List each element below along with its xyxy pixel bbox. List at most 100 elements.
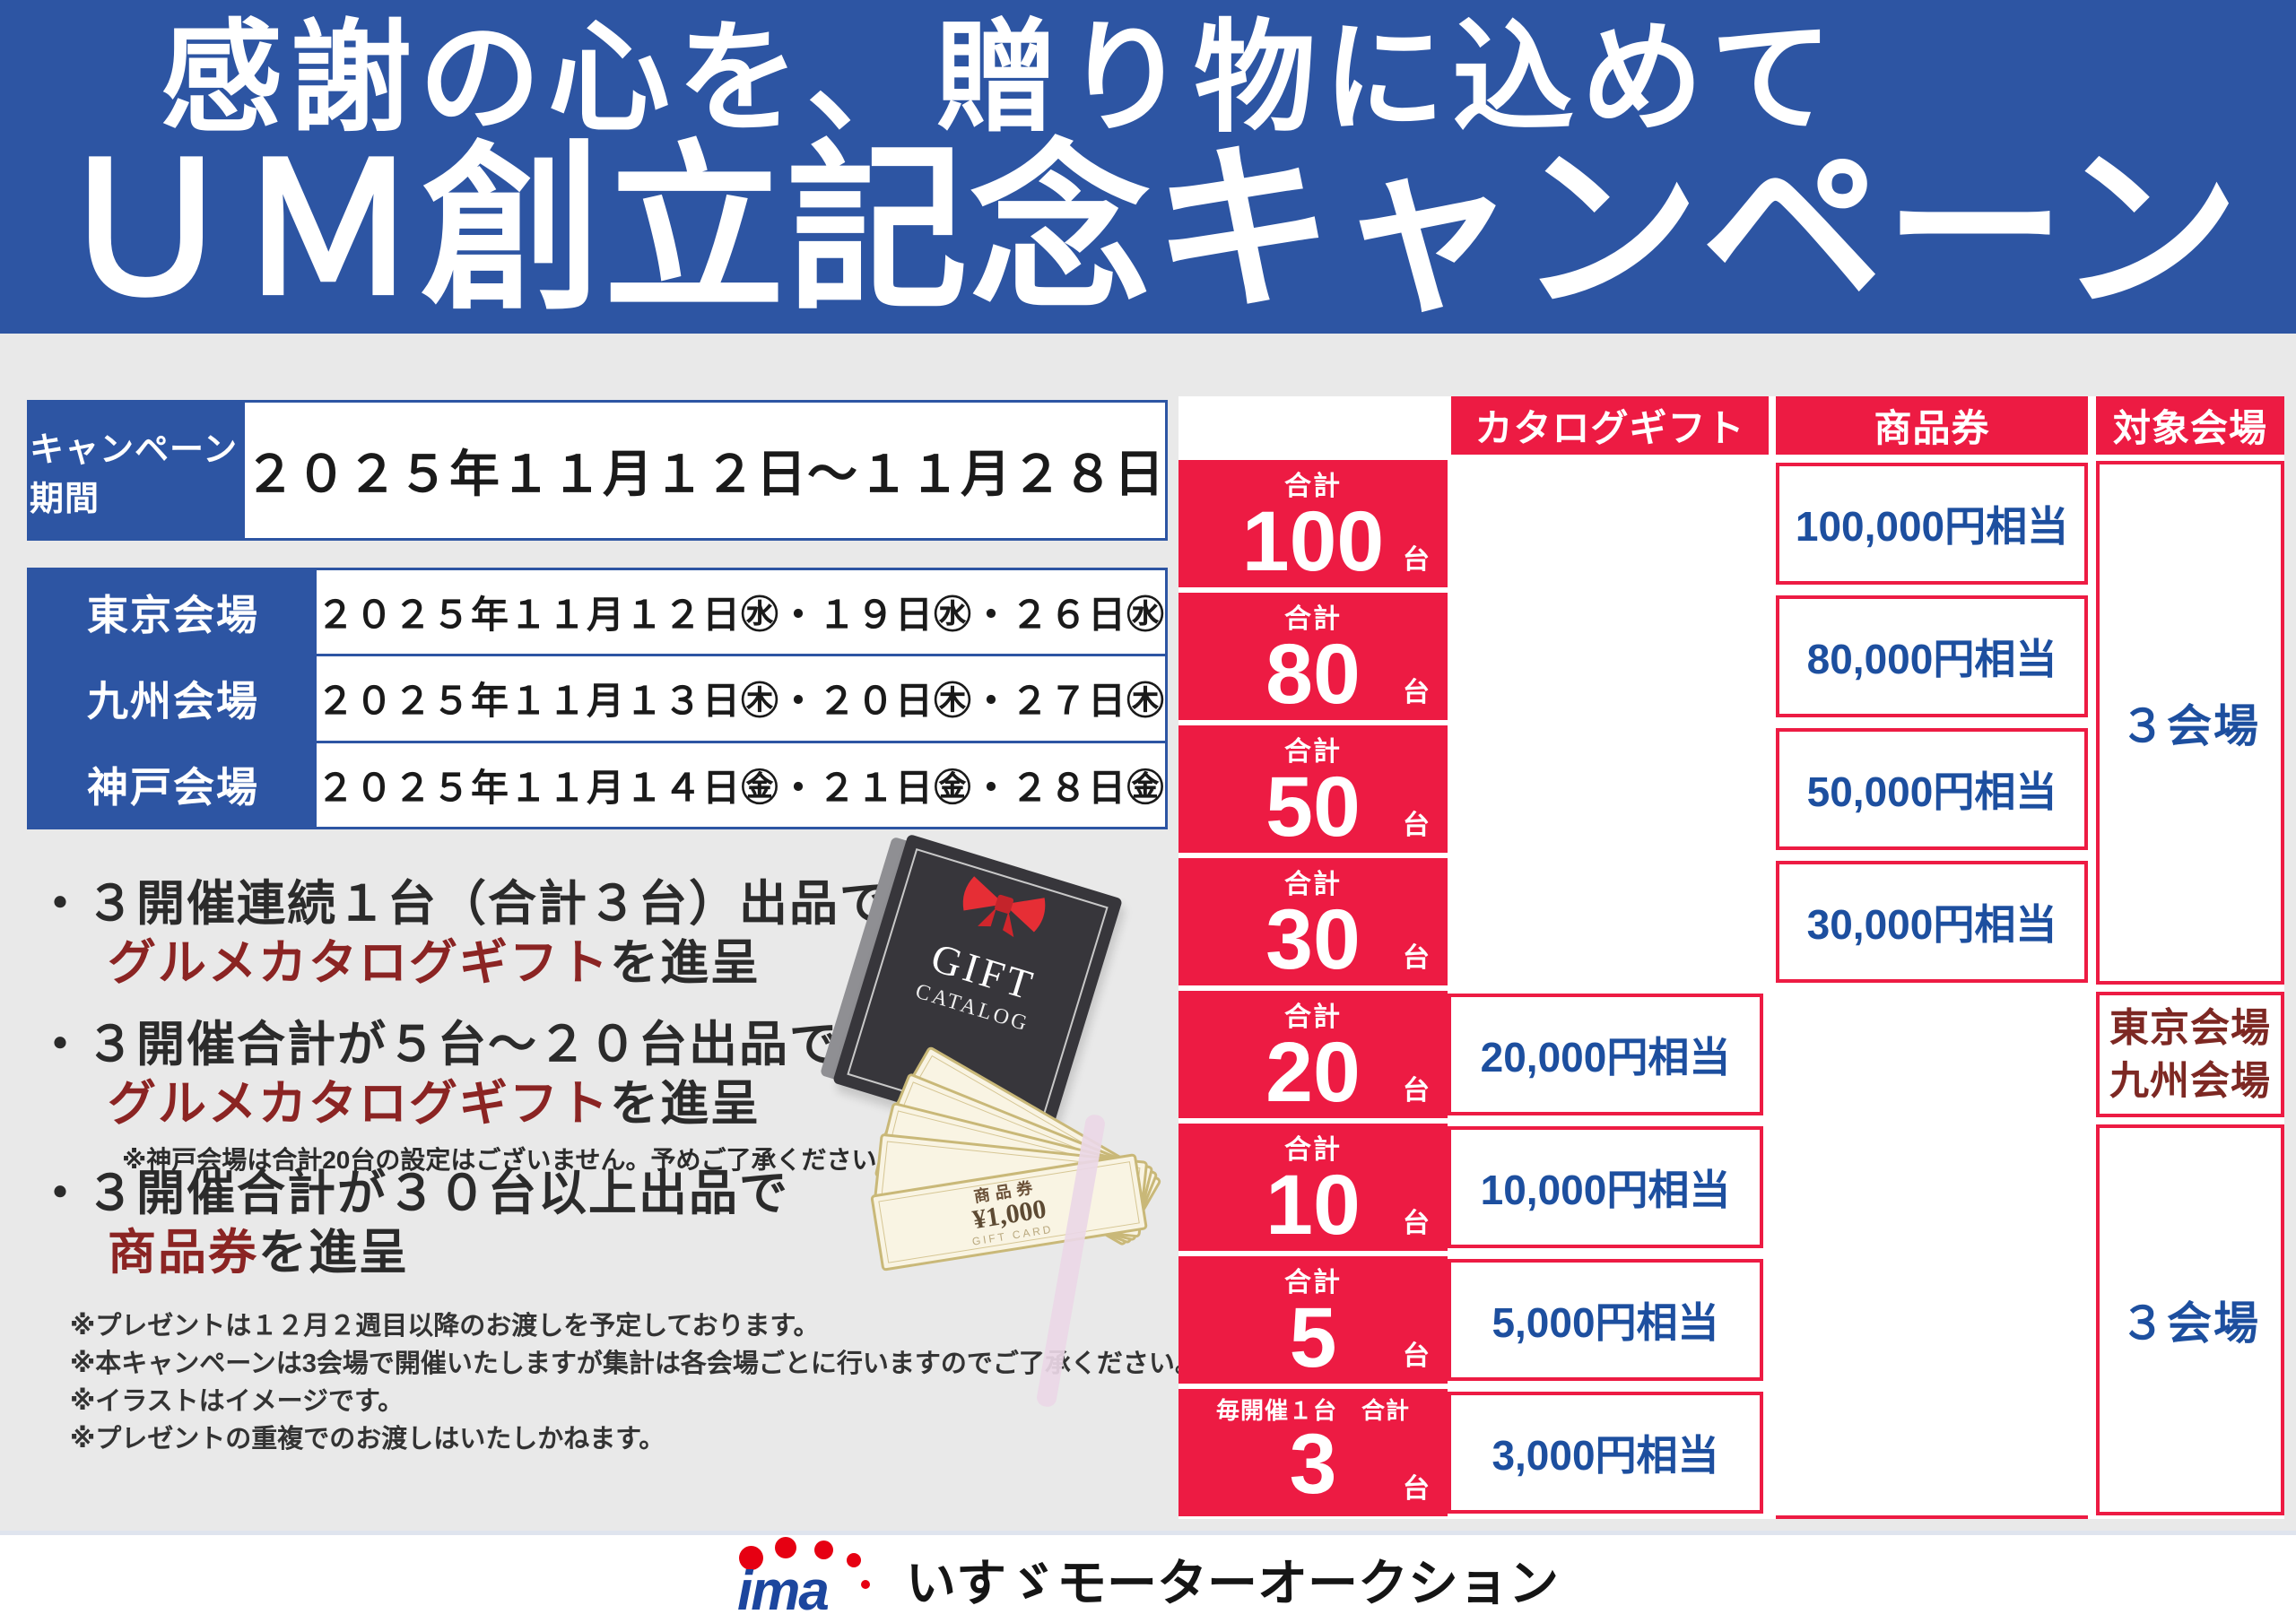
qty-cell-10: 合計 10 台 bbox=[1178, 1124, 1448, 1251]
qty-number: 3 bbox=[1289, 1417, 1337, 1512]
note-line: ※プレゼントの重複でのお渡しはいたしかねます。 bbox=[70, 1425, 665, 1454]
qty-prefix: 合計 bbox=[1284, 1135, 1342, 1165]
logo-dot-icon bbox=[847, 1553, 861, 1567]
target-venue-cell-mid: 東京会場 九州会場 bbox=[2096, 992, 2284, 1117]
qty-unit: 台 bbox=[1403, 1474, 1430, 1504]
qty-unit: 台 bbox=[1403, 1209, 1430, 1238]
venue-dates: ２０２５年１１月１３日㊍・２０日㊍・２７日㊍ bbox=[316, 680, 1165, 723]
footer: ima いすゞモーターオークション bbox=[0, 1531, 2296, 1623]
offer-gift-line: グルメカタログギフトを進呈 bbox=[36, 1074, 1022, 1133]
target-venue-text: 東京会場 bbox=[2109, 1005, 2271, 1050]
venue-row-kyushu: 九州会場 ２０２５年１１月１３日㊍・２０日㊍・２７日㊍ bbox=[30, 654, 1165, 741]
qty-number: 5 bbox=[1289, 1290, 1337, 1385]
header-banner: 感謝の心を、贈り物に込めて ＵＭ創立記念キャンペーン bbox=[0, 0, 2296, 334]
qty-prefix: 合計 bbox=[1284, 1268, 1342, 1298]
offer-item-1: ・３開催連続１台（合計３台）出品で グルメカタログギフトを進呈 bbox=[36, 874, 1022, 993]
company-logo: ima いすゞモーターオークション bbox=[0, 1531, 2296, 1623]
note-line: ※イラストはイメージです。 bbox=[70, 1387, 404, 1416]
voucher-value-50000: 50,000円相当 bbox=[1776, 728, 2088, 850]
qty-cell-20: 合計 20 台 bbox=[1178, 991, 1448, 1118]
qty-unit: 台 bbox=[1403, 1076, 1430, 1106]
qty-unit: 台 bbox=[1403, 943, 1430, 973]
venue-dates: ２０２５年１１月１４日㊎・２１日㊎・２８日㊎ bbox=[316, 766, 1165, 809]
qty-unit: 台 bbox=[1403, 678, 1430, 707]
prize-table: カタログギフト 商品券 対象会場 合計 100 台 合計 80 台 合計 50 … bbox=[1178, 396, 2284, 1519]
target-venue-cell-bottom: ３会場 bbox=[2096, 1124, 2284, 1515]
catalog-value-5000: 5,000円相当 bbox=[1448, 1259, 1763, 1381]
fine-print-notes: ※プレゼントは１２月２週目以降のお渡しを予定しております。 ※本キャンペーンは3… bbox=[70, 1307, 1201, 1458]
target-venue-text: 九州会場 bbox=[2109, 1059, 2271, 1103]
logo-dot-icon bbox=[814, 1541, 833, 1559]
offer-gift-line: グルメカタログギフトを進呈 bbox=[36, 933, 1022, 993]
qty-number: 10 bbox=[1265, 1158, 1361, 1253]
qty-number: 50 bbox=[1265, 759, 1361, 855]
company-name: いすゞモーターオークション bbox=[906, 1555, 1559, 1611]
offer-suffix: を進呈 bbox=[258, 1226, 409, 1280]
venue-row-tokyo: 東京会場 ２０２５年１１月１２日㊌・１９日㊌・２６日㊌ bbox=[30, 570, 1165, 655]
campaign-period-box: キャンペーン期間 ２０２５年１１月１２日～１１月２８日 bbox=[27, 400, 1168, 541]
offer-gift-line: 商品券を進呈 bbox=[36, 1223, 1022, 1282]
voucher-value-30000: 30,000円相当 bbox=[1776, 861, 2088, 983]
offer-condition: ・３開催合計が３０台以上出品で bbox=[36, 1167, 789, 1220]
campaign-period-value: ２０２５年１１月１２日～１１月２８日 bbox=[245, 446, 1165, 502]
catalog-cover: GIFT CATALOG bbox=[832, 833, 1123, 1149]
venue-row-kobe: 神戸会場 ２０２５年１１月１４日㊎・２１日㊎・２８日㊎ bbox=[30, 740, 1165, 827]
note-line: ※本キャンペーンは3会場で開催いたしますが集計は各会場ごとに行いますのでご了承く… bbox=[70, 1350, 1201, 1378]
qty-cell-80: 合計 80 台 bbox=[1178, 593, 1448, 720]
logo-dot-icon bbox=[861, 1580, 870, 1589]
voucher-value-100000: 100,000円相当 bbox=[1776, 463, 2088, 585]
qty-prefix: 毎開催１台 合計 bbox=[1215, 1397, 1410, 1424]
qty-cell-100: 合計 100 台 bbox=[1178, 460, 1448, 587]
qty-cell-50: 合計 50 台 bbox=[1178, 725, 1448, 853]
catalog-value-10000: 10,000円相当 bbox=[1448, 1126, 1763, 1248]
logo-dot-icon bbox=[775, 1537, 796, 1558]
qty-prefix: 合計 bbox=[1284, 870, 1342, 899]
venue-schedule-table: 東京会場 ２０２５年１１月１２日㊌・１９日㊌・２６日㊌ 九州会場 ２０２５年１１… bbox=[27, 568, 1168, 829]
offer-gift-name: グルメカタログギフト bbox=[108, 1077, 610, 1131]
qty-prefix: 合計 bbox=[1284, 472, 1342, 501]
target-venue-text: ３会場 bbox=[2120, 1298, 2260, 1349]
venue-dates: ２０２５年１１月１２日㊌・１９日㊌・２６日㊌ bbox=[316, 594, 1165, 637]
banner-subtitle: 感謝の心を、贈り物に込めて bbox=[161, 10, 1839, 146]
offer-gift-name: 商品券 bbox=[108, 1226, 258, 1280]
qty-prefix: 合計 bbox=[1284, 1002, 1342, 1032]
column-header-target-venues: 対象会場 bbox=[2096, 396, 2284, 455]
offer-note: ※神戸会場は合計20台の設定はございません。予めご了承ください。 bbox=[122, 1146, 902, 1174]
campaign-period-label: キャンペーン期間 bbox=[30, 403, 245, 538]
ima-logo-text: ima bbox=[737, 1560, 830, 1623]
qty-number: 30 bbox=[1265, 892, 1361, 987]
venue-name: 九州会場 bbox=[30, 656, 317, 741]
qty-unit: 台 bbox=[1403, 1341, 1430, 1371]
ribbon-bow-icon bbox=[962, 876, 1046, 938]
gift-catalog-illustration: GIFT CATALOG bbox=[819, 833, 1123, 1149]
catalog-value-3000: 3,000円相当 bbox=[1448, 1392, 1763, 1514]
offer-item-3: ・３開催合計が３０台以上出品で 商品券を進呈 bbox=[36, 1164, 1022, 1282]
venue-name: 神戸会場 bbox=[30, 742, 317, 827]
qty-cell-3: 毎開催１台 合計 3 台 bbox=[1178, 1389, 1448, 1516]
qty-number: 20 bbox=[1265, 1025, 1361, 1120]
offer-suffix: を進呈 bbox=[610, 936, 761, 990]
qty-cell-30: 合計 30 台 bbox=[1178, 858, 1448, 985]
offer-condition: ・３開催合計が５台～２０台出品で bbox=[36, 1018, 839, 1072]
target-venue-text: ３会場 bbox=[2120, 701, 2260, 751]
voucher-value-80000: 80,000円相当 bbox=[1776, 595, 2088, 717]
offer-suffix: を進呈 bbox=[610, 1077, 761, 1131]
qty-cell-5: 合計 5 台 bbox=[1178, 1256, 1448, 1384]
offer-item-2: ・３開催合計が５台～２０台出品で グルメカタログギフトを進呈 ※神戸会場は合計2… bbox=[36, 1015, 1022, 1176]
catalog-value-20000: 20,000円相当 bbox=[1448, 994, 1763, 1115]
qty-unit: 台 bbox=[1403, 811, 1430, 840]
note-line: ※プレゼントは１２月２週目以降のお渡しを予定しております。 bbox=[70, 1312, 820, 1341]
qty-prefix: 合計 bbox=[1284, 604, 1342, 634]
column-header-voucher: 商品券 bbox=[1776, 396, 2088, 455]
qty-unit: 台 bbox=[1403, 545, 1430, 575]
qty-number: 100 bbox=[1241, 494, 1385, 589]
footer-divider bbox=[0, 1531, 2296, 1535]
logo-dot-icon bbox=[739, 1546, 763, 1570]
table-bottom-border bbox=[1776, 1515, 2088, 1519]
qty-number: 80 bbox=[1265, 627, 1361, 722]
qty-prefix: 合計 bbox=[1284, 737, 1342, 767]
banner-title: ＵＭ創立記念キャンペーン bbox=[55, 128, 2241, 331]
venue-name: 東京会場 bbox=[30, 570, 317, 655]
target-venue-cell-top: ３会場 bbox=[2096, 461, 2284, 985]
